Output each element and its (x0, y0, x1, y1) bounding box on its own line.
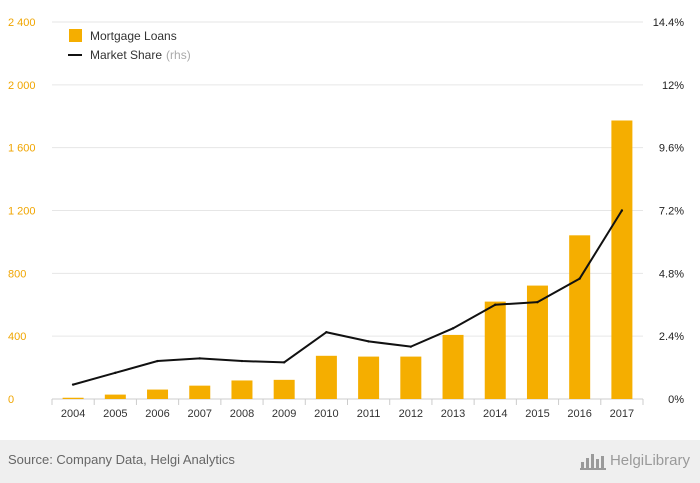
line-point (156, 359, 159, 363)
source-text: Source: Company Data, Helgi Analytics (8, 452, 235, 467)
bar (189, 385, 211, 399)
y-tick-label: 0 (8, 394, 14, 406)
bar (358, 356, 380, 399)
y-tick-label: 1 600 (8, 143, 36, 155)
y-tick-label: 1 200 (8, 206, 36, 218)
x-tick-label: 2014 (483, 408, 507, 420)
line-point (451, 327, 455, 330)
y-tick-label: 800 (8, 268, 26, 280)
chart-area: 0 0% 400 2.4% 800 4.8% 1 200 7.2% 1 600 9.6% 2 000… (8, 17, 684, 420)
x-tick-label: 2016 (567, 408, 591, 420)
bar (273, 379, 295, 399)
y2-tick-label: 4.8% (659, 268, 684, 280)
y-tick-label: 2 000 (8, 80, 36, 92)
line-point (494, 303, 497, 306)
footer: Source: Company Data, Helgi Analytics He… (0, 440, 700, 483)
x-tick-label: 2017 (610, 408, 634, 420)
bar (231, 380, 253, 399)
bar (400, 356, 422, 399)
x-tick-label: 2011 (357, 408, 381, 420)
x-tick-label: 2010 (314, 408, 338, 420)
legend-label: Market Share (rhs) (90, 48, 191, 62)
x-tick-label: 2006 (145, 408, 169, 420)
bar (611, 120, 633, 400)
line-point (578, 277, 581, 280)
x-tick-label: 2013 (441, 408, 465, 420)
line-point (282, 361, 286, 364)
combo-chart: 0 0% 400 2.4% 800 4.8% 1 200 7.2% 1 600 9.6% 2 000… (8, 17, 684, 420)
line-point (240, 359, 244, 363)
bar (526, 285, 548, 399)
bar (315, 355, 337, 399)
y2-tick-label: 9.6% (659, 143, 684, 155)
bar (484, 301, 506, 399)
y2-tick-label: 0% (668, 394, 684, 406)
line-point (325, 331, 328, 334)
line-point (536, 300, 539, 304)
y-tick-label: 2 400 (8, 17, 36, 29)
market-share-line (72, 209, 623, 386)
brand: HelgiLibrary (579, 450, 690, 470)
x-tick-label: 2004 (61, 408, 85, 420)
bar (104, 394, 126, 399)
x-tick-label: 2012 (399, 408, 423, 420)
line-point (367, 340, 370, 343)
y2-tick-label: 2.4% (659, 331, 684, 343)
legend-suffix: (rhs) (166, 48, 191, 62)
bar (569, 235, 591, 399)
y2-tick-label: 7.2% (659, 206, 684, 218)
bar (442, 334, 464, 399)
legend-swatch-bar (69, 29, 82, 42)
x-tick-label: 2005 (103, 408, 127, 420)
bar (62, 397, 84, 399)
line-point (620, 209, 624, 212)
legend-label: Mortgage Loans (90, 29, 177, 43)
brand-name: HelgiLibrary (609, 451, 690, 469)
line-point (71, 383, 75, 386)
helgi-library-logo-icon (579, 454, 606, 470)
line-point (198, 357, 201, 360)
y2-tick-label: 14.4% (653, 17, 684, 29)
x-tick-label: 2008 (230, 408, 254, 420)
x-tick-label: 2015 (525, 408, 549, 420)
y-tick-label: 400 (8, 331, 26, 343)
x-tick-label: 2009 (272, 408, 296, 420)
line-point (409, 345, 413, 348)
line-point (114, 371, 117, 375)
legend-series-name: Market Share (90, 48, 162, 62)
y2-tick-label: 12% (662, 80, 684, 92)
x-tick-label: 2007 (188, 408, 212, 420)
bar (147, 389, 169, 399)
